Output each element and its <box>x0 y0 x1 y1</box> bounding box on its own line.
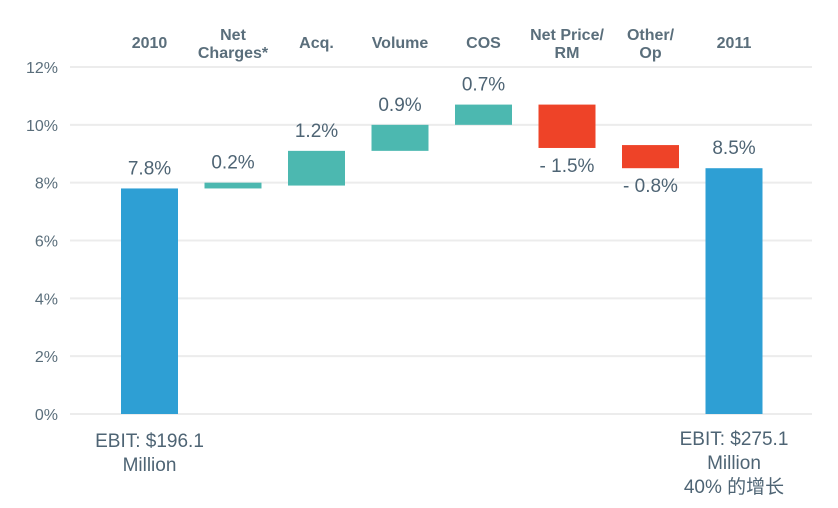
y-tick-label: 6% <box>35 234 58 251</box>
bar-increase <box>288 150 345 186</box>
y-tick-label: 8% <box>35 176 58 193</box>
y-tick-label: 12% <box>26 60 58 77</box>
category-label: Acq. <box>299 35 334 52</box>
ebit-2011-note: EBIT: $275.1 <box>680 429 789 450</box>
category-label: Volume <box>372 35 429 52</box>
category-label: COS <box>466 35 501 52</box>
category-label: Op <box>639 45 661 62</box>
bar-total <box>705 168 763 414</box>
y-tick-label: 10% <box>26 118 58 135</box>
ebit-2011-note: Million <box>707 453 761 474</box>
data-label: - 0.8% <box>623 176 678 197</box>
data-label: 0.2% <box>211 153 254 174</box>
category-label: RM <box>555 45 580 62</box>
gridlines <box>70 66 812 415</box>
data-label: - 1.5% <box>540 156 595 177</box>
data-label: 8.5% <box>712 138 755 159</box>
data-labels: 7.8% 0.2% 1.2% 0.9% 0.7% - 1.5% - 0.8% 8.5% <box>128 75 756 198</box>
ebit-2010-note: Million <box>123 455 177 476</box>
data-label: 0.7% <box>462 75 505 96</box>
data-label: 7.8% <box>128 158 171 179</box>
bar-decrease <box>622 145 679 169</box>
category-label: 2011 <box>717 35 752 52</box>
bar-increase <box>371 124 429 151</box>
bar-increase <box>455 104 512 125</box>
category-label: Net Price/ <box>530 27 604 44</box>
data-label: 1.2% <box>295 121 338 142</box>
y-tick-label: 0% <box>35 407 58 424</box>
bar-total <box>121 188 178 414</box>
ebit-2011-note: 40% 的增长 <box>684 476 784 498</box>
y-tick-label: 2% <box>35 349 58 366</box>
category-label: 2010 <box>132 35 168 52</box>
ebit-2010-note: EBIT: $196.1 <box>95 431 204 452</box>
y-tick-label: 4% <box>35 291 58 308</box>
bar-increase <box>204 182 262 189</box>
category-label: Charges* <box>198 45 269 62</box>
bars <box>121 104 763 414</box>
bar-decrease <box>538 104 596 148</box>
data-label: 0.9% <box>378 95 421 116</box>
category-label: Other/ <box>627 27 675 44</box>
category-label: Net <box>220 27 246 44</box>
y-axis-ticks: 0% 2% 4% 6% 8% 10% 12% <box>26 60 58 424</box>
